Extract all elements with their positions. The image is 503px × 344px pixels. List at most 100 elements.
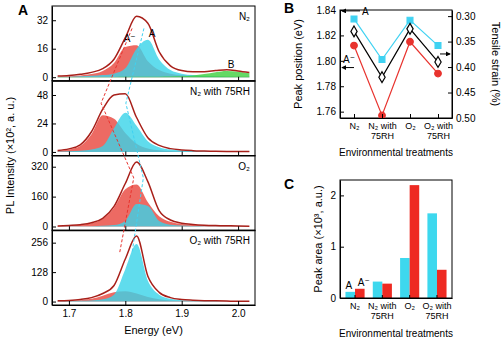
tick-label-line: N₂ with [368, 121, 397, 131]
tick-label: 0.45 [456, 87, 476, 98]
tick-label: 0.30 [456, 11, 476, 22]
tick-mark [340, 247, 344, 248]
tick-mark [340, 112, 344, 113]
tick: 0.30 [448, 11, 476, 22]
marker [435, 57, 441, 68]
marker [351, 26, 357, 37]
marker [379, 112, 386, 118]
x-axis: N₂N₂ with75RHO₂O₂ with75RH [341, 114, 454, 141]
tick-label-line: O₂ with [424, 121, 453, 131]
x-axis-title: Energy (eV) [124, 324, 183, 336]
tick-mark [340, 35, 344, 36]
tick-label: O₂ [405, 121, 416, 131]
tick-mark [354, 114, 355, 118]
tick-mark [409, 295, 410, 298]
tick-label: 0 [330, 293, 336, 304]
tick-label: 160 [31, 191, 48, 202]
tick-label: 1.8 [119, 308, 133, 319]
series-line [354, 29, 438, 77]
tick-label: N₂ with75RH [368, 301, 397, 321]
marker [407, 23, 413, 34]
bar [345, 292, 355, 298]
tick-mark [52, 243, 56, 244]
tick-mark [448, 67, 452, 68]
tick: 128 [31, 267, 56, 278]
peak-guide [126, 28, 144, 252]
tick-label: 1.9 [175, 308, 189, 319]
tick: 1.7 [62, 301, 76, 319]
y-axis: 02448 [37, 81, 56, 157]
tick-mark [436, 295, 437, 298]
y-axis: 012 [330, 181, 344, 304]
tick-mark [52, 49, 56, 50]
tick-mark [52, 152, 56, 153]
tick-label: O₂ with75RH [422, 301, 451, 321]
tick-label: 1.82 [317, 30, 337, 41]
peak-guides [101, 28, 144, 252]
tick-label-line: 75RH [427, 131, 450, 141]
tick [125, 152, 126, 156]
bar [382, 284, 392, 298]
tick-label: 1.84 [317, 5, 337, 16]
tick-mark [69, 301, 70, 305]
tick-label: 0 [42, 147, 48, 158]
tick-mark [448, 93, 452, 94]
tick [238, 226, 239, 230]
tick-mark [438, 114, 439, 118]
tick: O₂ with75RH [424, 114, 453, 141]
series-label: A [362, 6, 369, 17]
tick: 24 [37, 118, 56, 129]
axis-line [452, 11, 453, 119]
axis-arrow [342, 67, 354, 68]
figure-svg: 01632A⁻ABN₂APL Intensity (×10², a. u.)02… [0, 0, 503, 344]
tick [69, 77, 70, 81]
axis-line [52, 81, 53, 156]
tick: O₂ with75RH [422, 295, 451, 321]
frame [52, 81, 255, 156]
tick-label-line: N₂ [350, 121, 360, 131]
y-axis-title: PL Intensity (×10², a. u.) [4, 97, 16, 214]
tick: 0.40 [448, 62, 476, 73]
series-label: A⁻ [343, 54, 355, 65]
frame [340, 10, 452, 118]
x-axis-title: Environmental treatments [339, 328, 453, 339]
marker [435, 70, 442, 77]
panel-annotation: N₂ [239, 11, 250, 22]
tick-mark [410, 114, 411, 118]
marker [435, 43, 441, 49]
frame [340, 180, 452, 298]
tick-mark [125, 152, 126, 156]
tick-mark [355, 295, 356, 298]
frame [52, 230, 255, 305]
y-axis: 0160320 [31, 156, 56, 232]
tick [125, 77, 126, 81]
plot-area [351, 16, 442, 118]
tick-label: 256 [31, 237, 48, 248]
tick-mark [182, 77, 183, 81]
frame [52, 156, 255, 231]
y2-axis-title: Tensile strain (%) [490, 22, 502, 106]
tick-mark [52, 123, 56, 124]
tick [182, 152, 183, 156]
tick-label: 1.80 [317, 56, 337, 67]
tick-label: 320 [31, 161, 48, 172]
tick-mark [340, 195, 344, 196]
panel-letter: B [284, 0, 294, 16]
plot-area [58, 94, 250, 152]
bar [355, 289, 365, 298]
axis-line [341, 298, 453, 299]
tick-mark [69, 77, 70, 81]
tick-label-line: N₂ with [368, 301, 397, 311]
tick: N₂ [350, 295, 360, 311]
tick-label: N₂ with75RH [368, 121, 397, 141]
tick-mark [238, 301, 239, 305]
tick-mark [52, 227, 56, 228]
plot-area [58, 16, 250, 77]
tick: N₂ [350, 114, 360, 131]
tick-label: 1 [330, 241, 336, 252]
line [58, 162, 250, 226]
y-axis: 0128256 [31, 231, 56, 308]
bar [427, 213, 437, 298]
area [58, 244, 250, 301]
tick-mark [52, 20, 56, 21]
